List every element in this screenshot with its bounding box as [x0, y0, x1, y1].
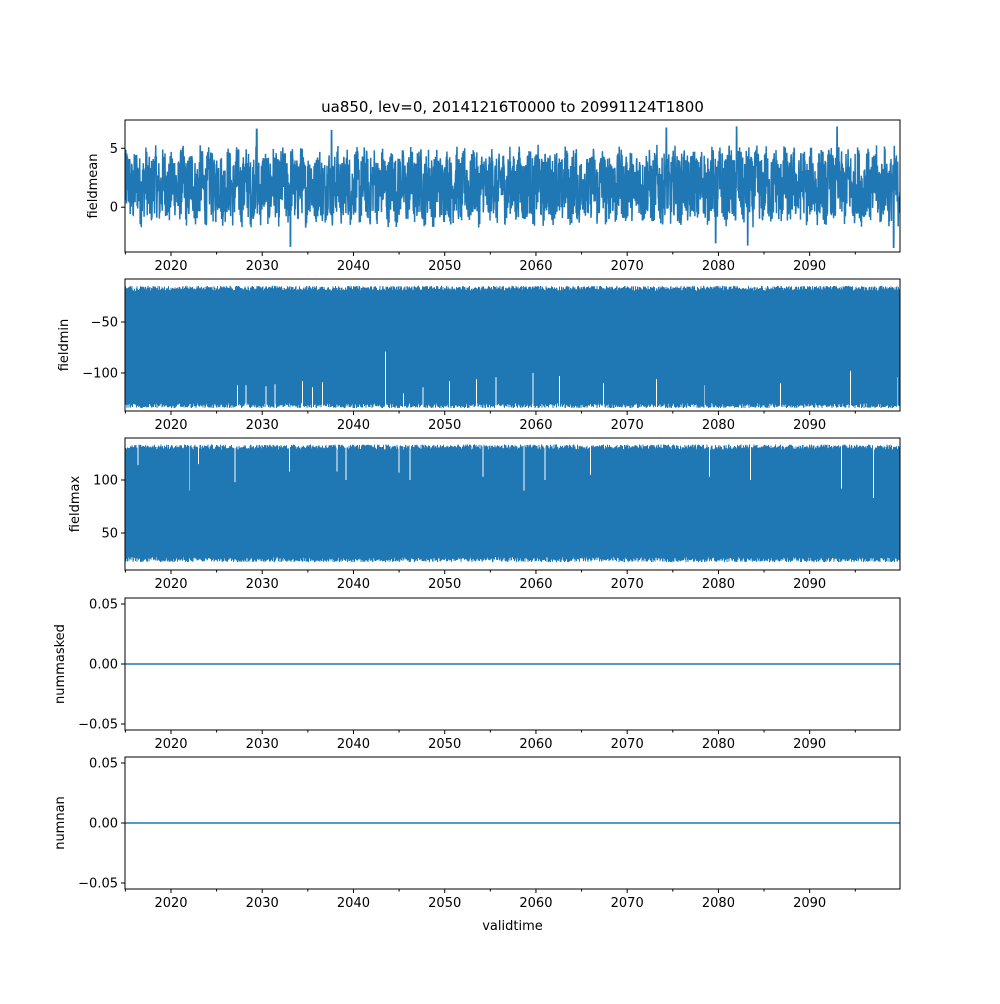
y-tick-label: −100 — [82, 366, 118, 381]
x-tick-label: 2090 — [793, 418, 826, 433]
x-tick-label: 2070 — [611, 259, 644, 274]
axes-frame — [124, 437, 901, 571]
x-tick-label: 2040 — [337, 577, 370, 592]
panel-fieldmax: 50 100 fieldmax 2020 2030 2040 2050 2060 2070 208… — [68, 437, 901, 592]
x-tick-label: 2020 — [154, 577, 187, 592]
x-tick-label: 2030 — [246, 259, 279, 274]
axes-frame — [124, 119, 901, 253]
x-tick-label: 2030 — [246, 737, 279, 752]
series-band — [125, 444, 900, 563]
axes-frame — [124, 278, 901, 412]
series-fieldmax — [125, 444, 900, 563]
x-tick-label: 2050 — [428, 896, 461, 911]
x-tick-label: 2060 — [519, 577, 552, 592]
x-tick-label: 2060 — [519, 259, 552, 274]
x-tick-label: 2050 — [428, 737, 461, 752]
x-tick-label: 2020 — [154, 259, 187, 274]
x-tick-label: 2060 — [519, 737, 552, 752]
y-axis-label: nummasked — [53, 624, 68, 704]
x-tick-label: 2070 — [611, 737, 644, 752]
x-tick-label: 2030 — [246, 418, 279, 433]
x-tick-label: 2050 — [428, 577, 461, 592]
series-fieldmean — [125, 126, 900, 249]
panel-numnan: −0.05 0.00 0.05 numnan 2020 2030 2040 2050 2060 2… — [53, 756, 901, 911]
x-tick-label: 2030 — [246, 577, 279, 592]
x-tick-label: 2080 — [702, 896, 735, 911]
x-tick-label: 2080 — [702, 259, 735, 274]
x-tick-label: 2040 — [337, 896, 370, 911]
y-tick-label: 0.05 — [89, 598, 118, 613]
x-tick-label: 2060 — [519, 896, 552, 911]
x-tick-label: 2080 — [702, 418, 735, 433]
x-tick-label: 2070 — [611, 577, 644, 592]
x-tick-label: 2090 — [793, 896, 826, 911]
y-tick-label: 0.05 — [89, 757, 118, 772]
x-tick-label: 2080 — [702, 577, 735, 592]
x-tick-label: 2070 — [611, 418, 644, 433]
series-fieldmin — [125, 285, 900, 409]
x-tick-label: 2040 — [337, 259, 370, 274]
x-tick-label: 2020 — [154, 418, 187, 433]
x-axis-label: validtime — [482, 919, 543, 934]
y-tick-label: 100 — [93, 473, 118, 488]
y-axis-label: fieldmin — [57, 319, 72, 372]
series-line — [125, 126, 900, 249]
y-tick-label: 0 — [110, 201, 118, 216]
y-tick-label: −0.05 — [78, 718, 118, 733]
x-tick-label: 2020 — [154, 896, 187, 911]
y-tick-label: 0.00 — [89, 817, 118, 832]
x-tick-label: 2050 — [428, 259, 461, 274]
y-tick-label: 5 — [110, 142, 118, 157]
panel-fieldmean: 0 5 fieldmean 2020 2030 2040 2050 2060 2070 2080 2… — [86, 119, 901, 274]
x-tick-label: 2090 — [793, 737, 826, 752]
x-tick-label: 2060 — [519, 418, 552, 433]
panel-fieldmin: −100 −50 fieldmin 2020 2030 2040 2050 2060 2070 2… — [57, 278, 901, 433]
y-axis-label: fieldmax — [68, 476, 83, 533]
x-tick-label: 2020 — [154, 737, 187, 752]
x-tick-label: 2090 — [793, 259, 826, 274]
y-tick-label: 50 — [101, 526, 118, 541]
x-tick-label: 2030 — [246, 896, 279, 911]
x-tick-label: 2040 — [337, 737, 370, 752]
y-tick-label: −50 — [91, 316, 118, 331]
y-tick-label: 0.00 — [89, 658, 118, 673]
x-tick-label: 2050 — [428, 418, 461, 433]
y-tick-label: −0.05 — [78, 877, 118, 892]
x-tick-label: 2080 — [702, 737, 735, 752]
y-axis-label: fieldmean — [86, 154, 101, 219]
x-tick-label: 2070 — [611, 896, 644, 911]
chart-title: ua850, lev=0, 20141216T0000 to 20991124T… — [321, 98, 704, 116]
series-band — [125, 285, 900, 409]
x-tick-label: 2040 — [337, 418, 370, 433]
x-tick-label: 2090 — [793, 577, 826, 592]
panel-nummasked: −0.05 0.00 0.05 nummasked 2020 2030 2040 2050 20… — [53, 597, 901, 752]
y-axis-label: numnan — [53, 796, 68, 850]
